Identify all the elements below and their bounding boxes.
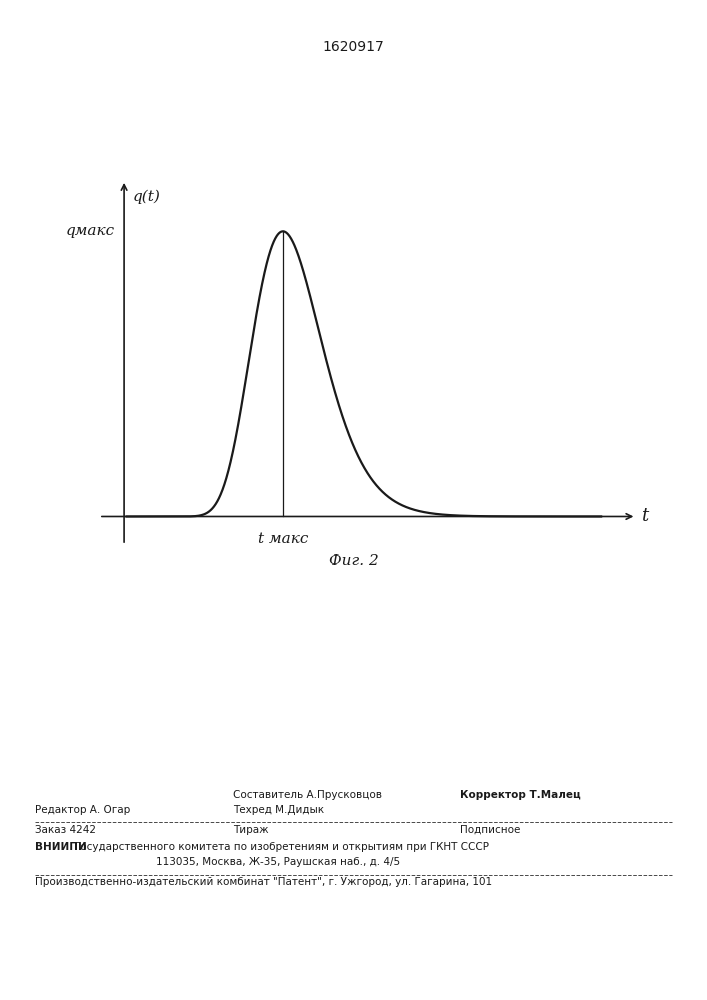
Text: ВНИИПИ: ВНИИПИ: [35, 842, 87, 852]
Text: Техред М.Дидык: Техред М.Дидык: [233, 805, 325, 815]
Text: q(t): q(t): [133, 190, 161, 204]
Text: t: t: [641, 507, 648, 525]
Text: Производственно-издательский комбинат "Патент", г. Ужгород, ул. Гагарина, 101: Производственно-издательский комбинат "П…: [35, 877, 493, 887]
Text: Государственного комитета по изобретениям и открытиям при ГКНТ СССР: Государственного комитета по изобретения…: [74, 842, 489, 852]
Text: Составитель А.Прусковцов: Составитель А.Прусковцов: [233, 790, 382, 800]
Text: qмакс: qмакс: [66, 224, 115, 238]
Text: Фиг. 2: Фиг. 2: [329, 554, 378, 568]
Text: t макс: t макс: [258, 532, 308, 546]
Text: Тираж: Тираж: [233, 825, 269, 835]
Text: 113035, Москва, Ж-35, Раушская наб., д. 4/5: 113035, Москва, Ж-35, Раушская наб., д. …: [156, 857, 399, 867]
Text: Корректор Т.Малец: Корректор Т.Малец: [460, 790, 580, 800]
Text: 1620917: 1620917: [322, 40, 385, 54]
Text: Редактор А. Огар: Редактор А. Огар: [35, 805, 131, 815]
Text: Подписное: Подписное: [460, 825, 520, 835]
Text: Заказ 4242: Заказ 4242: [35, 825, 96, 835]
